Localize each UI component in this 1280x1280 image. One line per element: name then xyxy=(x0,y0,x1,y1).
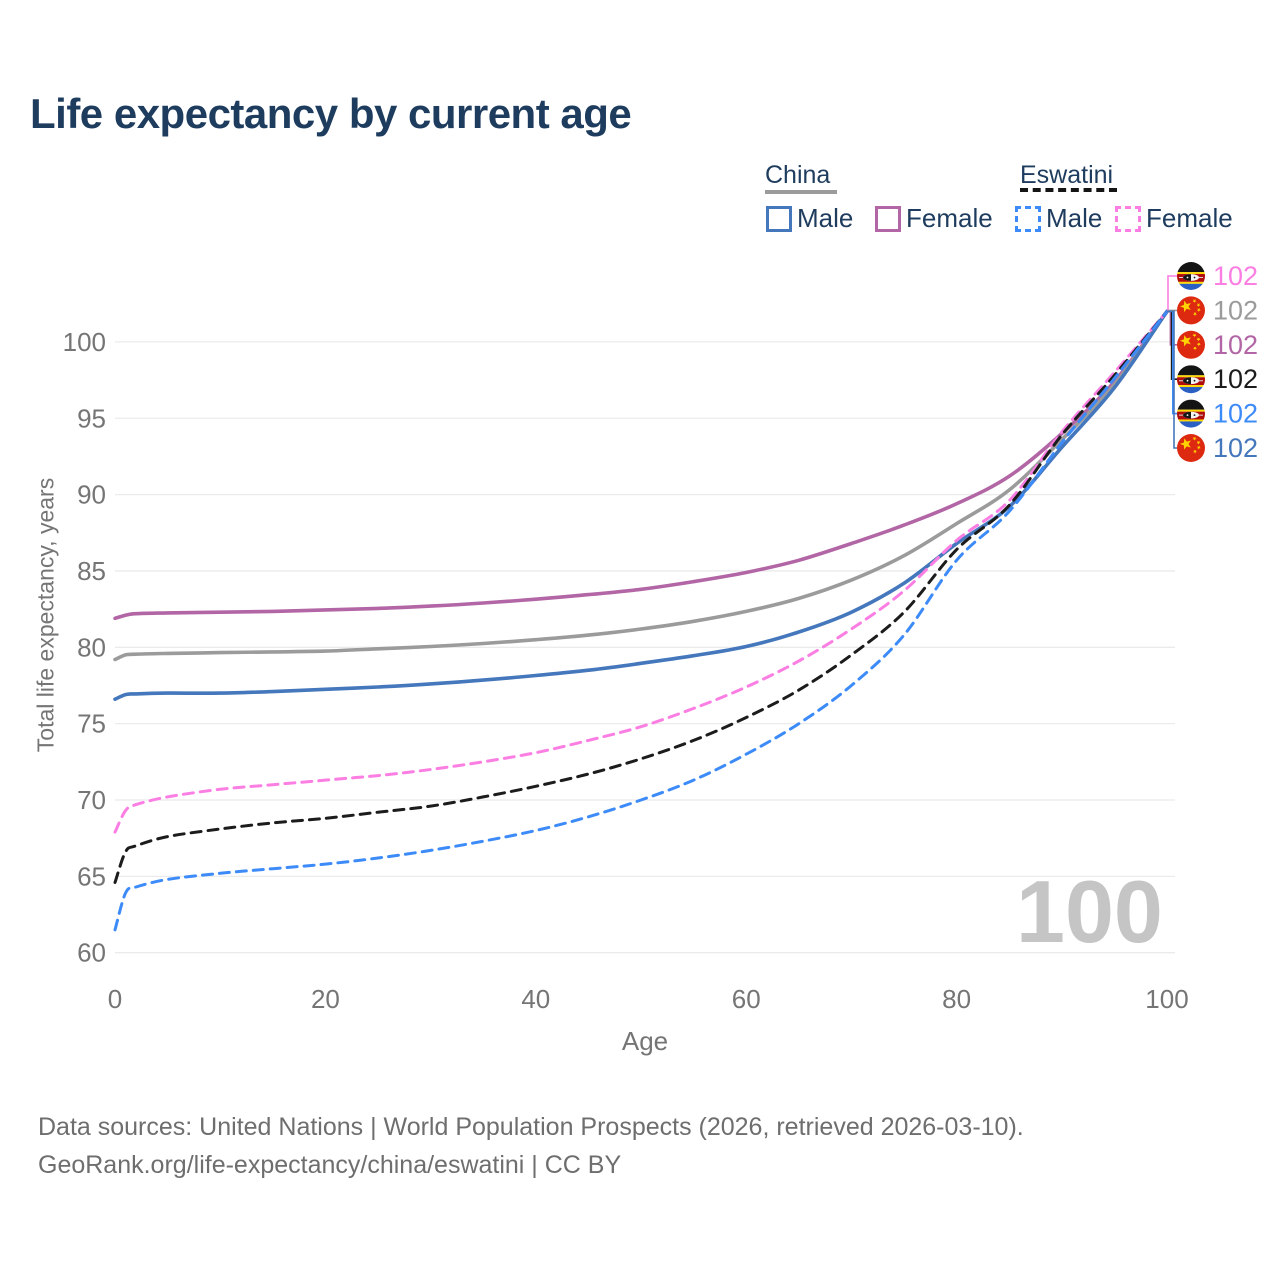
china-flag-star xyxy=(1192,333,1197,338)
china-flag-star xyxy=(1180,335,1191,347)
china-flag-star xyxy=(1180,300,1191,313)
end-value-label-eswatini-male: 102 xyxy=(1213,399,1258,429)
china-flag-star xyxy=(1180,438,1191,450)
y-tick-label: 100 xyxy=(63,327,106,357)
china-male-label[interactable]: Male xyxy=(797,203,854,233)
y-tick-label: 70 xyxy=(77,785,106,815)
y-tick-label: 60 xyxy=(77,938,106,968)
x-tick-label: 40 xyxy=(521,984,550,1014)
china-flag-star xyxy=(1192,436,1197,441)
age-counter-watermark: 100 xyxy=(1016,862,1163,961)
x-axis-label: Age xyxy=(621,1026,669,1056)
china-female-label[interactable]: Female xyxy=(906,203,993,233)
series-line-eswatini-both-sexes xyxy=(113,309,1169,884)
end-value-label-eswatini-female: 102 xyxy=(1213,261,1258,291)
eswatini-line-style-swatch xyxy=(1020,188,1117,192)
china-flag-star xyxy=(1193,346,1198,351)
x-tick-label: 0 xyxy=(108,984,122,1014)
china-flag-icon xyxy=(1177,330,1205,359)
series-line-china-both-sexes xyxy=(113,309,1169,662)
eswatini-male-checkbox[interactable] xyxy=(1015,206,1041,232)
connector-line-eswatini-male xyxy=(1167,310,1177,415)
china-flag-star xyxy=(1196,337,1201,342)
china-flag-star xyxy=(1196,342,1201,347)
eswatini-flag-icon xyxy=(1177,399,1205,428)
eswatini-flag-icon xyxy=(1177,365,1205,394)
x-tick-label: 100 xyxy=(1145,984,1188,1014)
china-female-checkbox[interactable] xyxy=(875,206,901,232)
x-tick-label: 60 xyxy=(732,984,761,1014)
y-tick-label: 75 xyxy=(77,709,106,739)
end-value-label-china-both-sexes: 102 xyxy=(1213,295,1258,325)
y-axis-label: Total life expectancy, years xyxy=(32,477,59,753)
series-line-eswatini-male xyxy=(113,309,1169,932)
x-tick-label: 20 xyxy=(311,984,340,1014)
eswatini-male-label[interactable]: Male xyxy=(1046,203,1103,233)
end-value-label-china-male: 102 xyxy=(1213,433,1258,463)
sources-line-2: GeoRank.org/life-expectancy/china/eswati… xyxy=(38,1151,622,1179)
eswatini-female-label[interactable]: Female xyxy=(1146,203,1233,233)
china-flag-star xyxy=(1196,308,1201,312)
china-male-checkbox[interactable] xyxy=(766,206,792,232)
y-tick-label: 65 xyxy=(77,861,106,891)
y-tick-label: 85 xyxy=(77,556,106,586)
series-line-china-female xyxy=(113,309,1169,621)
end-value-label-eswatini-both-sexes: 102 xyxy=(1213,364,1258,394)
china-flag-star xyxy=(1193,449,1198,454)
legend-group-eswatini[interactable]: Eswatini xyxy=(1020,161,1114,189)
china-flag-star xyxy=(1196,303,1201,307)
x-tick-label: 80 xyxy=(942,984,971,1014)
china-line-style-swatch xyxy=(765,190,837,194)
y-tick-label: 80 xyxy=(77,632,106,662)
china-flag-star xyxy=(1196,445,1201,450)
page-title: Life expectancy by current age xyxy=(30,90,632,137)
china-flag-icon xyxy=(1177,434,1205,462)
connector-line-eswatini-female xyxy=(1167,275,1177,313)
china-flag-star xyxy=(1192,299,1197,303)
china-flag-icon xyxy=(1177,296,1205,325)
end-value-label-china-female: 102 xyxy=(1213,330,1258,360)
data-sources: Data sources: United Nations | World Pop… xyxy=(38,1108,1024,1184)
sources-line-1: Data sources: United Nations | World Pop… xyxy=(38,1113,1024,1141)
china-flag-star xyxy=(1196,440,1201,445)
china-flag-star xyxy=(1193,312,1198,316)
legend-group-china[interactable]: China xyxy=(765,161,831,189)
eswatini-flag-icon xyxy=(1177,262,1205,290)
connector-line-china-male xyxy=(1167,310,1177,449)
series-line-eswatini-female xyxy=(113,309,1169,834)
y-tick-label: 90 xyxy=(77,480,106,510)
y-tick-label: 95 xyxy=(77,403,106,433)
eswatini-female-checkbox[interactable] xyxy=(1115,206,1141,232)
